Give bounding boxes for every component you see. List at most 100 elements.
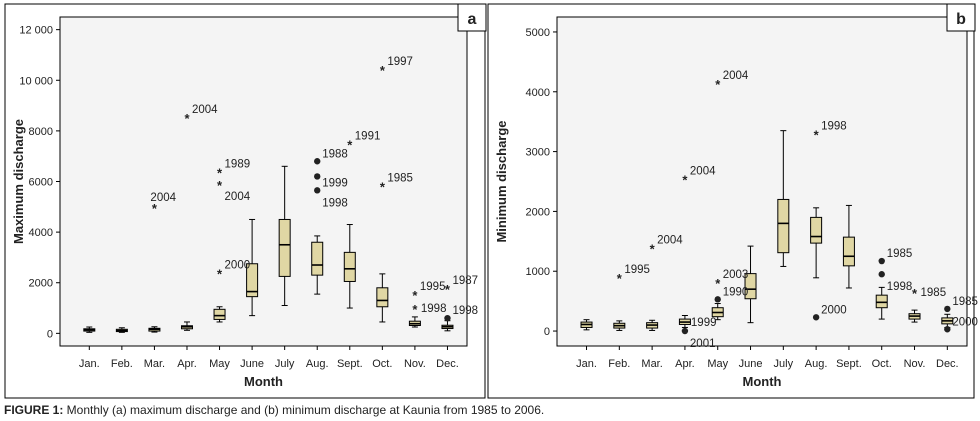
x-tick-label: Oct. [372, 358, 392, 370]
figure-canvas: a 0 2000 4000 6000 8000 10 000 12 000 Jan. Feb. Ma… [4, 3, 978, 399]
outlier-dot [314, 158, 321, 165]
outlier-dot [444, 314, 451, 322]
box-nov [908, 309, 921, 323]
box-mar [646, 319, 659, 331]
outlier-dot [812, 314, 820, 321]
x-tick-label: Jan. [576, 358, 597, 370]
outlier-label: 1985 [887, 248, 913, 260]
outlier-star: * [715, 276, 721, 291]
box-apr [180, 321, 193, 331]
box-june [744, 245, 757, 324]
outlier-label: 1988 [322, 148, 348, 160]
y-tick-label: 10 000 [19, 75, 53, 87]
outlier-dot [681, 327, 689, 335]
y-tick-label: 3000 [526, 147, 550, 159]
y-tick-label: 2000 [526, 206, 550, 218]
iqr-box [777, 198, 790, 254]
box-aug [311, 235, 324, 295]
outlier-label: 1998 [821, 121, 847, 133]
outlier-label: 1987 [452, 275, 478, 287]
box-sept [842, 204, 855, 289]
x-axis-title: Month [244, 374, 283, 389]
outlier-label: 2000 [952, 316, 978, 328]
box-feb [115, 327, 128, 333]
outlier-label: 2000 [225, 260, 251, 272]
chart-panel-a: a 0 2000 4000 6000 8000 10 000 12 000 Jan. Feb. Ma… [4, 3, 487, 399]
x-tick-label: Nov. [904, 358, 926, 370]
outlier-dot [878, 257, 885, 265]
box-feb [613, 320, 626, 331]
plot-area [59, 16, 468, 347]
outlier-dot [314, 187, 321, 194]
x-tick-label: July [774, 358, 794, 370]
outlier-label: 1999 [322, 177, 348, 189]
outlier-label: 1985 [921, 287, 947, 299]
y-tick-label: 6000 [29, 177, 53, 189]
x-tick-label: Mar. [144, 358, 165, 370]
panel-label-box [457, 3, 487, 32]
iqr-box [376, 287, 389, 308]
y-axis-title: Maximum discharge [11, 119, 26, 244]
box-apr [678, 314, 691, 328]
x-tick-label: Nov. [404, 358, 426, 370]
x-tick-label: Apr. [177, 358, 197, 370]
outlier-star: * [152, 201, 158, 216]
box-july [278, 165, 291, 307]
outlier-star: * [412, 288, 418, 303]
outlier-label: 1998 [322, 197, 348, 209]
box-june [246, 218, 259, 317]
outlier-label: 1997 [387, 56, 413, 68]
box-may [213, 306, 226, 323]
x-tick-label: May [209, 358, 230, 370]
x-tick-label: June [240, 358, 264, 370]
iqr-box [842, 236, 855, 267]
outlier-label: 2004 [225, 191, 251, 203]
outlier-star: * [617, 271, 623, 286]
outlier-label: 1990 [723, 286, 749, 298]
outlier-label: 1989 [225, 158, 251, 170]
panel-label-box [946, 3, 976, 32]
box-oct [875, 286, 888, 320]
panel-label: a [468, 11, 477, 28]
plot-area [556, 16, 968, 347]
outlier-label: 1999 [691, 317, 717, 329]
outlier-label: 2004 [192, 104, 218, 116]
outlier-star: * [912, 286, 918, 301]
x-tick-label: May [707, 358, 728, 370]
panel-label: b [956, 11, 966, 28]
outlier-star: * [217, 178, 223, 193]
box-nov [408, 316, 421, 328]
iqr-box [744, 273, 757, 300]
y-tick-label: 0 [544, 326, 550, 338]
outlier-star: * [184, 111, 190, 126]
y-tick-label: 4000 [526, 87, 550, 99]
x-tick-label: Dec. [936, 358, 959, 370]
outlier-label: 1985 [387, 172, 413, 184]
outlier-dot [944, 326, 951, 333]
y-tick-label: 1000 [526, 266, 550, 278]
outlier-star: * [380, 179, 386, 194]
outlier-label: 1998 [887, 281, 913, 293]
iqr-box [810, 216, 823, 244]
box-mar [148, 326, 161, 333]
x-tick-label: Jan. [79, 358, 100, 370]
outlier-label: 2000 [821, 304, 847, 316]
outlier-label: 1995 [624, 264, 650, 276]
outlier-star: * [217, 165, 223, 180]
x-tick-label: Apr. [675, 358, 695, 370]
x-axis-title: Month [743, 374, 782, 389]
outlier-star: * [412, 302, 418, 317]
x-tick-label: Feb. [608, 358, 630, 370]
y-axis-title: Minimum discharge [494, 120, 509, 242]
outlier-label: 2003 [723, 269, 749, 281]
outlier-label: 1995 [420, 281, 446, 293]
box-jan [580, 319, 593, 331]
y-tick-label: 0 [47, 328, 53, 340]
iqr-box [875, 294, 888, 309]
figure-caption-text: Monthly (a) maximum discharge and (b) mi… [63, 403, 545, 417]
x-tick-label: Feb. [111, 358, 133, 370]
box-jan [83, 326, 96, 333]
x-tick-label: Aug. [306, 358, 329, 370]
x-tick-label: Mar. [641, 358, 662, 370]
outlier-label: 2004 [150, 192, 176, 204]
